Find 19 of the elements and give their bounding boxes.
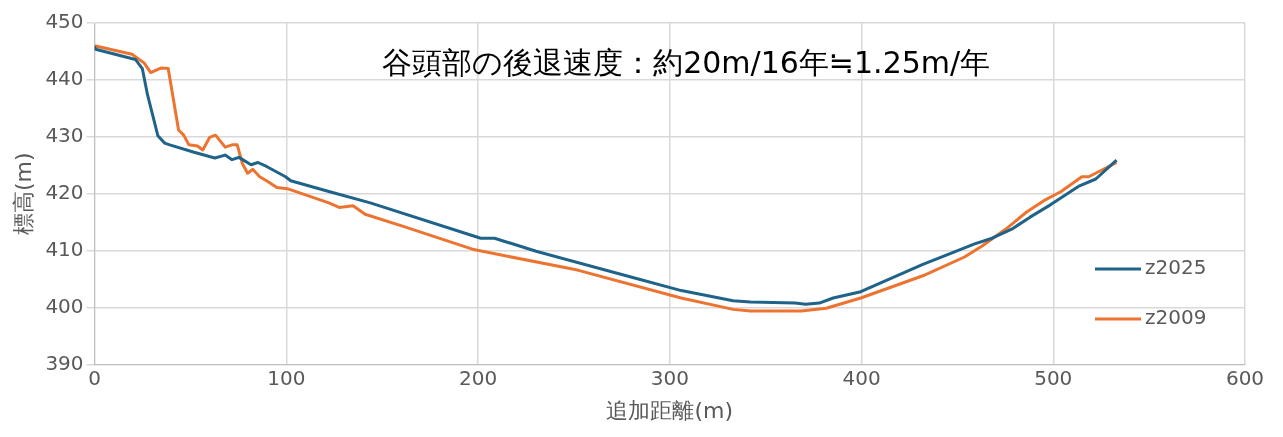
y-tick-label: 440	[45, 66, 84, 91]
x-axis-title: 追加距離(m)	[606, 397, 734, 423]
x-tick-label: 0	[88, 365, 101, 390]
x-tick-label: 500	[1034, 365, 1073, 390]
y-tick-label: 390	[45, 350, 84, 375]
legend-label: z2009	[1145, 305, 1207, 330]
x-tick-label: 100	[267, 365, 306, 390]
x-tick-label: 200	[458, 365, 498, 390]
legend-label: z2025	[1145, 255, 1207, 280]
y-tick-label: 420	[45, 180, 84, 204]
y-tick-label: 430	[45, 123, 84, 148]
y-tick-label: 410	[45, 236, 84, 261]
x-tick-label: 300	[650, 365, 689, 390]
annotation: 谷頭部の後退速度：約20m/16年≒1.25m/年	[382, 44, 991, 80]
y-tick-label: 400	[45, 293, 84, 318]
x-tick-label: 600	[1225, 365, 1265, 390]
x-tick-label: 400	[842, 365, 881, 390]
y-axis-title: 標高(m)	[10, 152, 36, 236]
y-tick-label: 450	[45, 9, 84, 34]
